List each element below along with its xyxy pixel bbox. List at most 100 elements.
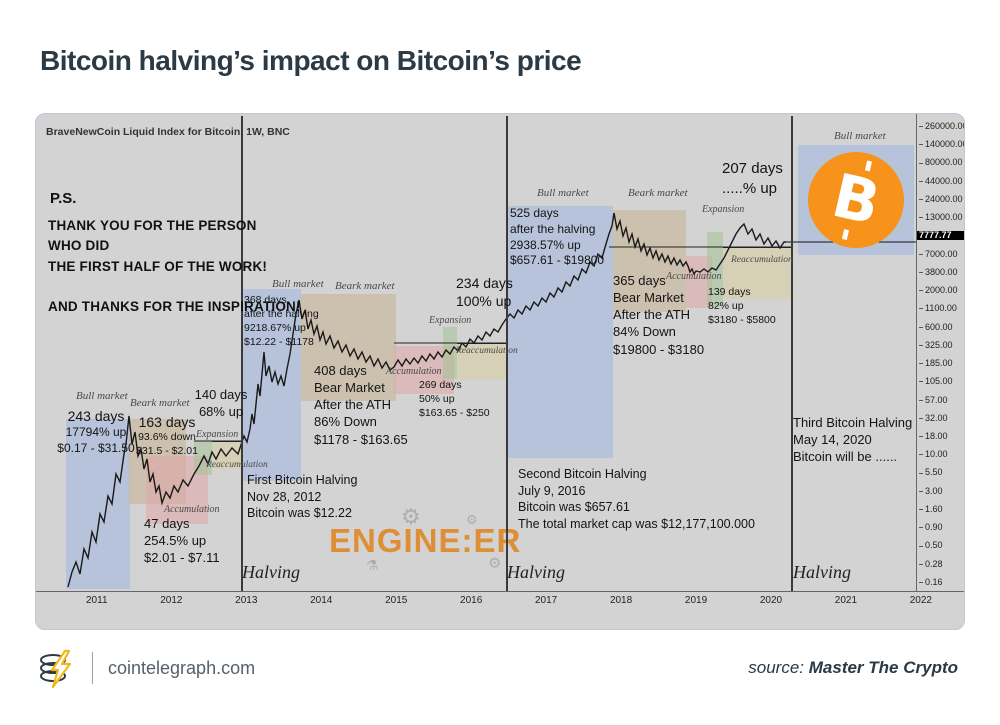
ps-note: THANK YOU FOR THE PERSON WHO DID THE FIR… [48, 218, 301, 314]
expansion-label: Expansion [429, 315, 472, 326]
bull-market-label: Bull market [834, 130, 886, 142]
y-axis-tick: 325.00 [919, 340, 964, 350]
watermark-text: ENGINE:ER [329, 522, 522, 559]
bear-note: 365 days Bear Market After the ATH 84% D… [613, 273, 705, 357]
bitcoin-logo-icon: B [808, 152, 904, 248]
y-axis-tick: 185.00 [919, 359, 964, 368]
halving-note-2: Second Bitcoin Halving July 9, 2016 Bitc… [518, 467, 755, 531]
y-axis-tick: 105.00 [919, 377, 964, 386]
y-axis-tick: 7000.00 [919, 249, 964, 259]
bitcoin-halving-chart: ENGINE:ER ⚙ ⚙ ⚗ ⚙ BraveNewCoin Liquid In… [35, 113, 965, 630]
y-axis-tick: 260000.00 [919, 122, 964, 131]
y-axis-tick: 1.60 [919, 504, 964, 514]
bull-market-label: Bull market [76, 390, 128, 402]
x-axis-line [36, 591, 964, 592]
y-axis-tick: 10.00 [919, 450, 964, 459]
y-axis-tick: 1100.00 [919, 304, 964, 313]
y-axis-tick: 13000.00 [919, 213, 964, 222]
x-axis-tick: 2019 [684, 595, 708, 606]
bear-market-box [301, 294, 396, 401]
y-axis-tick: 24000.00 [919, 194, 964, 204]
btc-price-polyline [67, 212, 786, 588]
y-axis-tick: 2000.00 [919, 286, 964, 295]
price-axis: 260000.00 140000.00 80000.00 44000.00 24… [916, 114, 964, 591]
bear-market-label: Beark market [628, 187, 688, 199]
brand-url: cointelegraph.com [108, 658, 256, 678]
price-line-chart [67, 212, 916, 588]
halving-label-1: Halving [242, 562, 300, 582]
y-axis-tick: 32.00 [919, 413, 964, 423]
x-axis-tick: 2015 [385, 595, 408, 606]
expansion-label: Expansion [196, 429, 239, 440]
reaccumulation-box [457, 343, 506, 380]
page-title: Bitcoin halving’s impact on Bitcoin’s pr… [40, 45, 582, 76]
bull-market-label: Bull market [272, 278, 324, 290]
bull-market-box [506, 206, 613, 458]
source-credit: source: Master The Crypto [748, 658, 958, 678]
reaccumulation-label: Reaccumulation [731, 255, 793, 265]
halving-label-3: Halving [793, 562, 851, 582]
recovery-note: 140 days 68% up [194, 387, 248, 420]
source-name: Master The Crypto [808, 658, 958, 677]
y-axis-tick: 3.00 [919, 486, 964, 496]
bull-note: 368 days after the halving 9218.67% up $… [244, 294, 319, 348]
y-axis-tick: 80000.00 [919, 158, 964, 167]
bull-note: 525 days after the halving 2938.57% up $… [510, 206, 605, 268]
source-label: source: [748, 658, 805, 677]
index-label: BraveNewCoin Liquid Index for Bitcoin, 1… [46, 126, 290, 138]
accumulation-note: 139 days 82% up $3180 - $5800 [708, 286, 776, 326]
x-axis-tick: 2013 [235, 595, 258, 606]
halving-note-3: Third Bitcoin Halving May 14, 2020 Bitco… [793, 415, 913, 465]
y-axis-tick: 600.00 [919, 322, 964, 332]
bear-market-label: Beark market [335, 280, 395, 292]
accumulation-note: 269 days 50% up $163.65 - $250 [419, 379, 490, 419]
halving-label-2: Halving [507, 562, 565, 582]
x-axis-tick: 2017 [534, 595, 558, 606]
expansion-label: Expansion [702, 204, 745, 215]
gear-doodle-icon: ⚙ [488, 555, 502, 572]
accumulation-label: Accumulation [386, 366, 442, 377]
bull-note: 243 days 17794% up $0.17 - $31.50 [57, 408, 135, 456]
x-axis-tick: 2021 [834, 595, 858, 606]
y-axis-tick: 44000.00 [919, 176, 964, 186]
accumulation-label: Accumulation [164, 504, 220, 515]
gear-doodle-icon: ⚙ [466, 512, 478, 527]
footer: cointelegraph.com source: Master The Cry… [0, 638, 1000, 708]
y-axis-tick: 0.90 [919, 523, 964, 532]
reaccumulation-box [723, 247, 791, 299]
bull-market-label: Bull market [537, 187, 589, 199]
current-price-tag: 7777.77 [917, 231, 964, 241]
ps-heading: P.S. [50, 190, 77, 207]
bear-note: 163 days 93.6% down $31.5 - $2.01 [136, 414, 198, 458]
halving-line-1 [241, 116, 243, 591]
flask-doodle-icon: ⚗ [366, 557, 379, 573]
reaccumulation-label: Reaccumulation [456, 346, 518, 356]
x-axis-tick: 2020 [759, 595, 783, 606]
x-axis-tick: 2016 [460, 595, 483, 606]
bull-market-box [241, 289, 301, 481]
engineer-watermark: ENGINE:ER [329, 522, 521, 560]
gear-doodle-icon: ⚙ [401, 504, 421, 529]
y-axis-tick: 57.00 [919, 395, 964, 405]
halving-line-3 [791, 116, 793, 591]
recovery-note: 207 days .....% up [722, 160, 783, 197]
accumulation-note: 47 days 254.5% up $2.01 - $7.11 [144, 516, 220, 566]
y-axis-tick: 3800.00 [919, 267, 964, 277]
bear-market-label: Beark market [130, 397, 190, 409]
accumulation-label: Accumulation [666, 271, 722, 282]
x-axis-tick: 2011 [86, 595, 108, 606]
bull-market-box [66, 419, 130, 589]
footer-divider [92, 652, 93, 684]
date-axis: 2011 2012 2013 2014 2015 2016 2017 2018 … [86, 595, 932, 613]
y-axis-tick: 0.16 [919, 577, 964, 587]
halving-note-1: First Bitcoin Halving Nov 28, 2012 Bitco… [247, 473, 358, 520]
y-axis-tick: 140000.00 [919, 140, 964, 149]
halving-line-2 [506, 116, 508, 591]
y-axis-tick: 0.28 [919, 559, 964, 569]
x-axis-tick: 2022 [909, 595, 932, 606]
y-axis-tick: 18.00 [919, 431, 964, 441]
x-axis-tick: 2014 [310, 595, 333, 606]
bear-note: 408 days Bear Market After the ATH 86% D… [314, 363, 408, 447]
x-axis-tick: 2018 [609, 595, 633, 606]
